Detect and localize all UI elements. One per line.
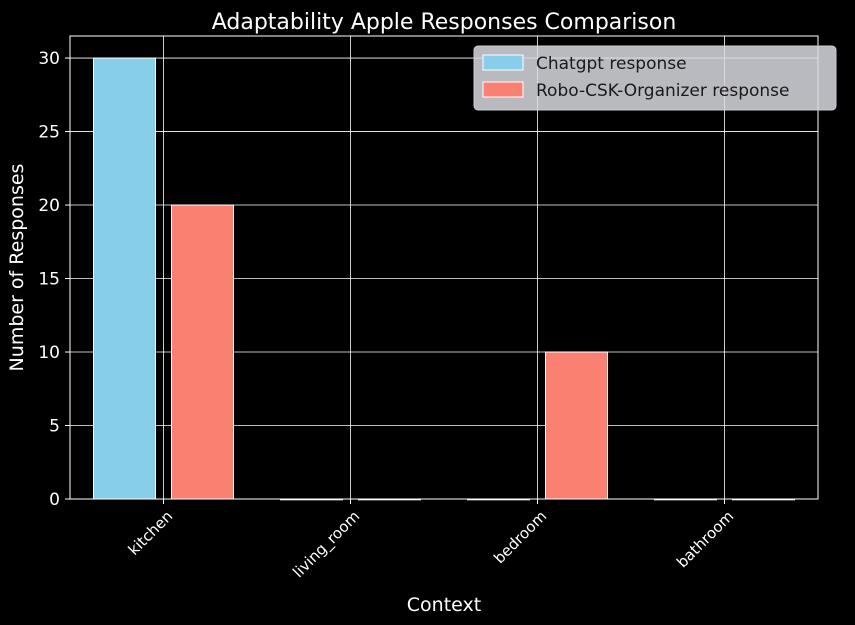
chart-title: Adaptability Apple Responses Comparison [212, 10, 677, 35]
plot-frame [69, 35, 819, 500]
bars [93, 57, 795, 501]
x-axis-ticks: kitchen living_room bedroom bathroom [125, 499, 737, 582]
y-tick-label: 0 [49, 490, 60, 510]
legend-entry: Robo-CSK-Organizer response [536, 81, 790, 101]
x-tick-label: living_room [289, 507, 364, 582]
x-tick-label: bathroom [673, 507, 737, 571]
bar-kitchen-series-0 [93, 57, 156, 500]
legend-swatch [482, 81, 524, 98]
y-tick-label: 20 [38, 196, 60, 216]
y-axis-ticks: 0 5 10 15 20 25 30 [38, 49, 70, 510]
y-tick-label: 10 [38, 343, 60, 363]
bar-kitchen-series-1 [171, 204, 234, 500]
x-tick-label: kitchen [125, 507, 177, 559]
y-tick-label: 5 [49, 417, 60, 437]
x-tick-label: bedroom [490, 507, 550, 567]
y-tick-label: 25 [38, 123, 60, 143]
legend-entry: Chatgpt response [536, 54, 687, 74]
y-tick-label: 15 [38, 270, 60, 290]
y-axis-label: Number of Responses [6, 164, 28, 372]
bar-bedroom-series-1 [545, 351, 608, 500]
legend-box [473, 45, 837, 111]
legend: Chatgpt response Robo-CSK-Organizer respo… [473, 45, 837, 111]
y-tick-label: 30 [38, 49, 60, 69]
x-axis-label: Context [407, 594, 481, 616]
legend-swatch [482, 54, 524, 71]
